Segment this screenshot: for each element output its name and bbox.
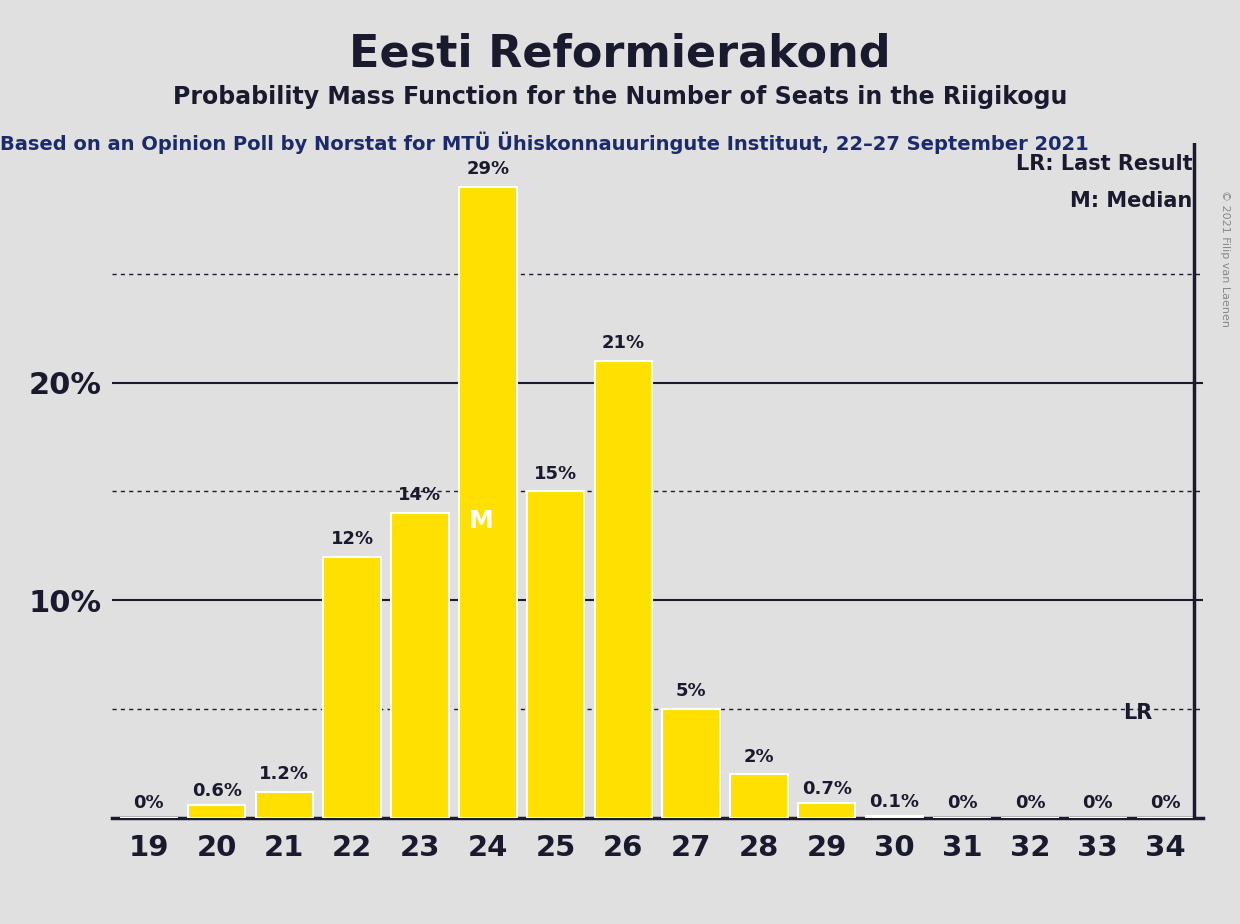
Text: 15%: 15% <box>534 465 577 482</box>
Text: 0.7%: 0.7% <box>801 780 852 798</box>
Bar <box>797 803 856 818</box>
Bar <box>866 816 924 818</box>
Text: LR: LR <box>1122 703 1152 723</box>
Bar <box>255 792 314 818</box>
Text: LR: Last Result: LR: Last Result <box>1016 154 1193 174</box>
Text: 0%: 0% <box>1014 795 1045 812</box>
Text: 5%: 5% <box>676 682 707 700</box>
Text: 2%: 2% <box>744 748 774 765</box>
Bar <box>391 513 449 818</box>
Bar <box>324 556 381 818</box>
Text: 0.6%: 0.6% <box>192 783 242 800</box>
Text: 29%: 29% <box>466 160 510 178</box>
Bar <box>527 492 584 818</box>
Text: Based on an Opinion Poll by Norstat for MTÜ Ühiskonnauuringute Instituut, 22–27 : Based on an Opinion Poll by Norstat for … <box>0 131 1089 153</box>
Bar <box>459 187 517 818</box>
Bar <box>594 360 652 818</box>
Bar <box>662 709 720 818</box>
Text: 0%: 0% <box>1151 795 1180 812</box>
Text: M: Median: M: Median <box>1070 191 1193 211</box>
Text: 14%: 14% <box>398 486 441 505</box>
Text: 21%: 21% <box>601 334 645 352</box>
Text: 0%: 0% <box>947 795 977 812</box>
Text: 12%: 12% <box>331 530 373 548</box>
Text: Probability Mass Function for the Number of Seats in the Riigikogu: Probability Mass Function for the Number… <box>172 85 1068 109</box>
Text: 0%: 0% <box>1083 795 1114 812</box>
Text: 0%: 0% <box>134 795 164 812</box>
Text: M: M <box>469 509 494 533</box>
Bar <box>730 774 787 818</box>
Bar <box>187 805 246 818</box>
Text: Eesti Reformierakond: Eesti Reformierakond <box>350 32 890 76</box>
Text: 1.2%: 1.2% <box>259 765 310 783</box>
Text: 0.1%: 0.1% <box>869 793 919 811</box>
Text: © 2021 Filip van Laenen: © 2021 Filip van Laenen <box>1220 190 1230 327</box>
